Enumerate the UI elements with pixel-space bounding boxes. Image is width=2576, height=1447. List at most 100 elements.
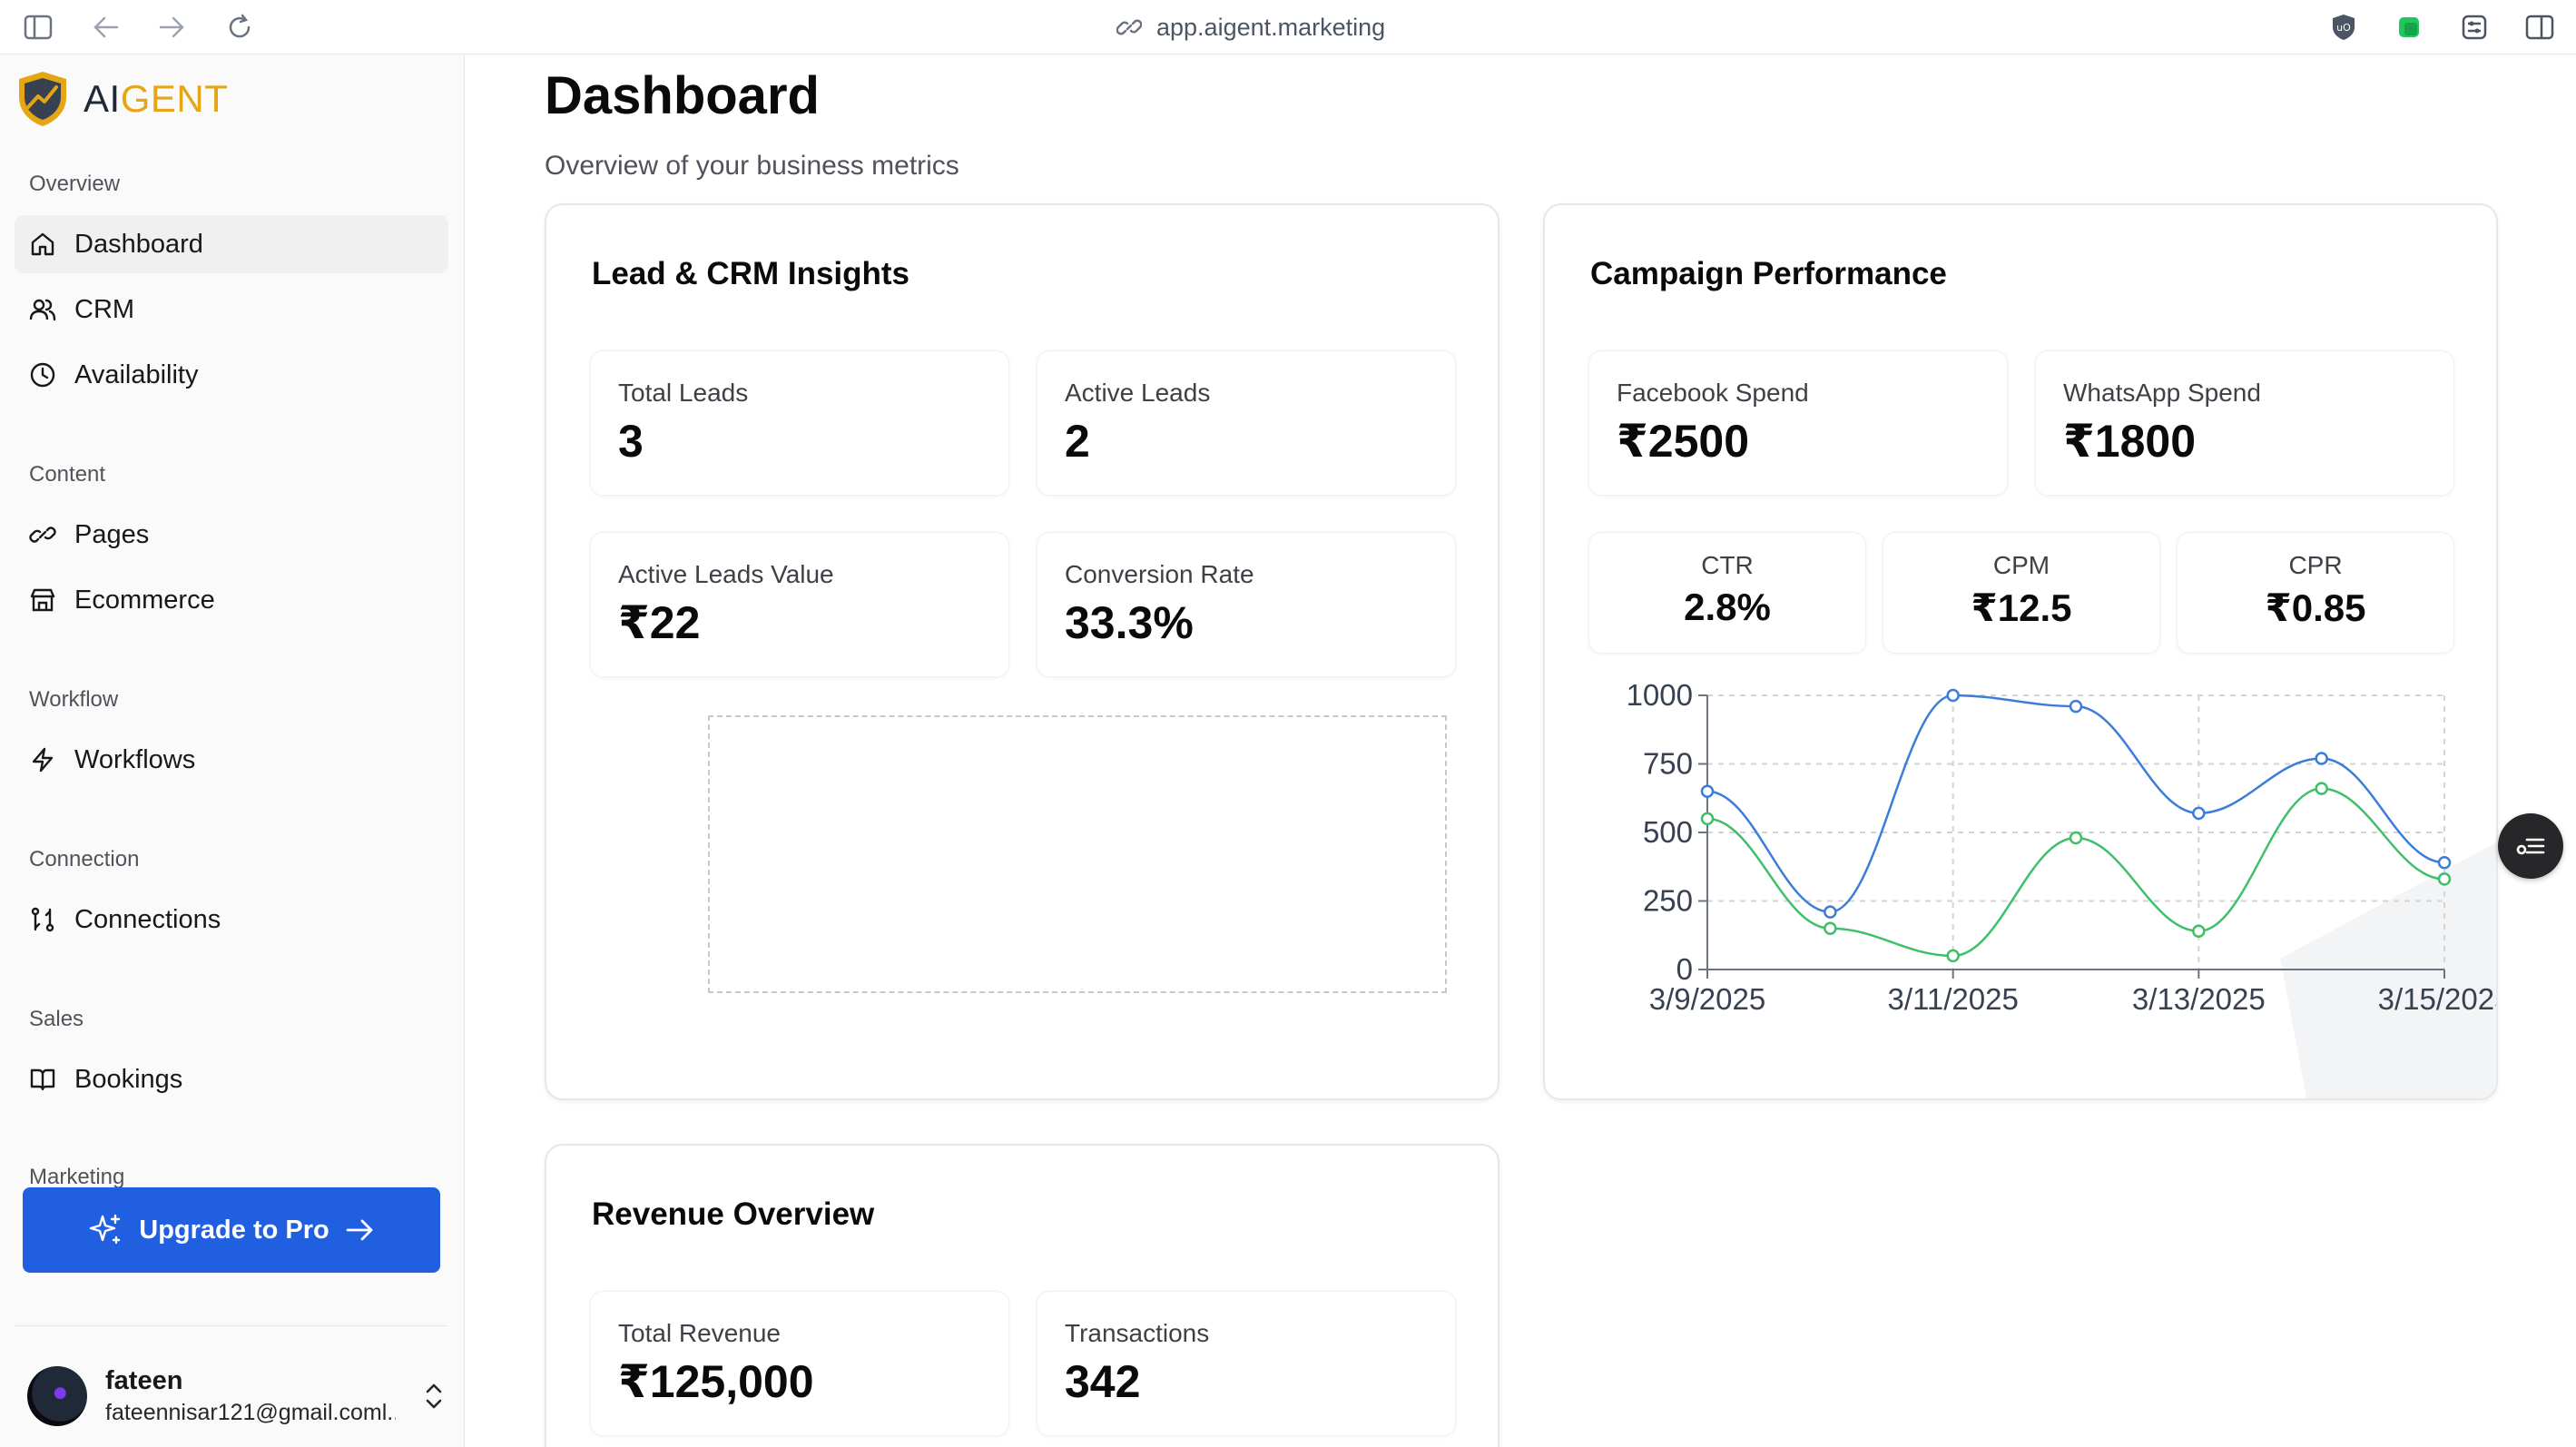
lead-crm-card: Lead & CRM Insights Total Leads 3 Active… [545,203,1499,1100]
sidebar-item-label: Pages [74,519,150,549]
stat-active-leads: Active Leads 2 [1037,350,1456,496]
user-name: fateen [105,1366,183,1395]
sidebar-item-pages[interactable]: Pages [15,506,448,564]
metric-value: 2.8% [1684,586,1771,628]
section-label-overview: Overview [29,172,121,196]
shield-logo-icon [19,72,66,126]
sidebar: AIGENT Overview Dashboard CRM Availabili… [0,55,465,1447]
sparkles-icon [90,1214,121,1245]
stat-value: ₹2500 [1617,416,1750,467]
stat-active-leads-value: Active Leads Value ₹22 [590,532,1009,677]
sidebar-item-connections[interactable]: Connections [15,891,448,949]
bolt-icon [32,747,54,773]
section-label-content: Content [29,462,106,487]
y-tick-label: 500 [1643,815,1693,849]
sidebar-item-bookings[interactable]: Bookings [15,1050,448,1108]
sidebar-item-crm[interactable]: CRM [15,281,448,339]
stat-value: ₹125,000 [618,1356,814,1407]
metric-label: CPM [1992,551,2050,579]
stat-facebook-spend: Facebook Spend ₹2500 [1588,350,2008,496]
stat-conversion-rate: Conversion Rate 33.3% [1037,532,1456,677]
store-icon [30,588,55,612]
split-view-icon[interactable] [2522,9,2558,45]
sidebar-item-dashboard[interactable]: Dashboard [15,215,448,273]
metric-cpr: CPR ₹0.85 [2177,532,2454,654]
metric-value: ₹0.85 [2265,586,2366,629]
campaign-performance-card: Campaign Performance Facebook Spend ₹250… [1543,203,2498,1100]
revenue-overview-card: Revenue Overview Total Revenue ₹125,000 … [545,1144,1499,1447]
stat-value: 2 [1065,416,1090,467]
data-point [2315,782,2328,795]
stat-label: WhatsApp Spend [2063,379,2261,407]
data-point [1946,949,1960,963]
home-icon [31,232,54,256]
stat-label: Active Leads [1065,379,1211,407]
stat-whatsapp-spend: WhatsApp Spend ₹1800 [2035,350,2454,496]
settings-extension-icon[interactable] [2456,9,2492,45]
user-menu[interactable]: fateen fateennisar121@gmail.coml... [27,1355,445,1437]
reload-icon[interactable] [221,9,258,45]
stat-label: Total Revenue [618,1319,782,1347]
stat-label: Conversion Rate [1065,560,1254,588]
card-title: Lead & CRM Insights [592,256,910,291]
logo-text: AIGENT [84,77,229,120]
metric-ctr: CTR 2.8% [1588,532,1866,654]
data-point [2069,699,2083,714]
stat-transactions: Transactions 342 [1037,1291,1456,1436]
sidebar-item-label: Availability [74,359,199,389]
stat-label: Transactions [1065,1319,1210,1347]
y-tick-label: 250 [1643,884,1693,918]
stat-value: ₹1800 [2063,416,2197,467]
data-point [2069,831,2083,845]
user-email: fateennisar121@gmail.coml... [105,1400,396,1425]
back-icon[interactable] [87,9,123,45]
user-info: fateen fateennisar121@gmail.coml... [105,1366,396,1426]
data-point [1824,921,1837,935]
data-point [2192,924,2206,938]
upgrade-to-pro-button[interactable]: Upgrade to Pro [23,1187,440,1273]
url-text: app.aigent.marketing [1156,13,1386,41]
floating-menu-button[interactable] [2498,813,2563,879]
data-point [1824,905,1837,919]
connections-icon [31,907,54,932]
sidebar-item-label: Connections [74,904,221,934]
sidebar-item-label: Dashboard [74,229,203,259]
stat-label: Active Leads Value [618,560,834,588]
x-tick-label: 3/13/2025 [2132,982,2266,1016]
y-tick-label: 0 [1676,952,1693,986]
link-icon [1116,19,1142,35]
sidebar-toggle-icon[interactable] [20,9,56,45]
clock-icon [30,362,55,388]
sidebar-item-label: Bookings [74,1064,183,1094]
y-tick-label: 750 [1643,747,1693,781]
card-title: Revenue Overview [592,1196,875,1232]
stat-label: Facebook Spend [1617,379,1809,407]
sidebar-item-ecommerce[interactable]: Ecommerce [15,571,448,629]
x-tick-label: 3/15/2025 [2378,982,2498,1016]
section-label-sales: Sales [29,1007,84,1031]
data-point [2192,806,2206,821]
sidebar-item-availability[interactable]: Availability [15,346,448,404]
chevron-updown-icon[interactable] [423,1381,445,1412]
card-title: Campaign Performance [1590,256,1947,291]
shield-extension-icon[interactable]: uO [2325,9,2362,45]
arrow-right-icon [346,1219,373,1241]
forward-icon[interactable] [154,9,191,45]
users-icon [29,299,56,321]
data-point [2437,872,2452,886]
stat-value: 342 [1065,1356,1141,1407]
sidebar-item-workflows[interactable]: Workflows [15,731,448,789]
campaign-line-chart: 0 250 500 750 1000 3/9/2025 3/11/2025 3/13/2025… [1627,678,2498,1016]
green-extension-icon[interactable] [2391,9,2427,45]
page-subtitle: Overview of your business metrics [545,151,959,181]
address-bar[interactable]: app.aigent.marketing [1116,7,1385,47]
section-label-workflow: Workflow [29,687,119,712]
section-label-marketing: Marketing [29,1165,125,1189]
upgrade-label: Upgrade to Pro [139,1215,329,1245]
x-tick-label: 3/11/2025 [1887,982,2018,1016]
sidebar-item-label: CRM [74,294,135,324]
logo[interactable]: AIGENT [15,66,228,132]
card-decoration [2280,842,2496,1098]
data-point [2437,855,2452,870]
data-point [1946,688,1960,703]
